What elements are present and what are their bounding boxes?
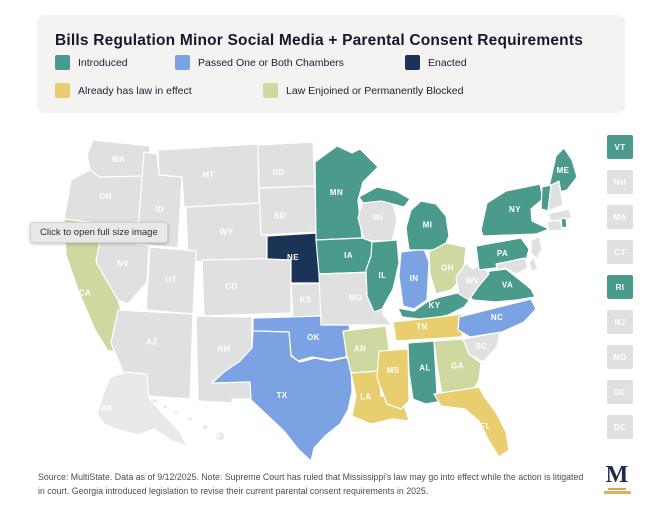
logo-pedestal-bottom — [603, 491, 631, 494]
state-box-de[interactable]: DE — [607, 380, 633, 404]
legend-chip-introduced — [55, 55, 70, 70]
hi-island-5[interactable] — [201, 423, 209, 431]
state-sd[interactable] — [258, 185, 318, 236]
state-ut[interactable] — [145, 246, 197, 315]
state-ct-map[interactable] — [546, 219, 563, 232]
multistate-logo: M — [600, 463, 634, 494]
legend-label-introduced: Introduced — [78, 56, 128, 69]
state-nh-map[interactable] — [547, 180, 564, 212]
hi-island-1[interactable] — [151, 397, 159, 405]
hi-island-3[interactable] — [173, 410, 179, 416]
state-nj-map[interactable] — [530, 235, 543, 260]
state-nc[interactable] — [457, 298, 537, 338]
legend-label-law-in-effect: Already has law in effect — [78, 84, 192, 97]
legend-item-blocked: Law Enjoined or Permanently Blocked — [263, 83, 463, 98]
state-box-ma[interactable]: MA — [607, 205, 633, 229]
header-card: Bills Regulation Minor Social Media + Pa… — [37, 15, 625, 113]
state-box-ct[interactable]: CT — [607, 240, 633, 264]
state-fl[interactable] — [433, 386, 510, 458]
legend-label-passed: Passed One or Both Chambers — [198, 56, 344, 69]
page-title: Bills Regulation Minor Social Media + Pa… — [55, 32, 584, 49]
state-co[interactable] — [201, 257, 292, 317]
states-layer: WAORCANVIDMTWYUTCOAZNMNDSDNEKSOKTXMNIAMO… — [63, 139, 578, 462]
logo-letter: M — [605, 462, 629, 488]
state-mi[interactable] — [358, 186, 411, 208]
state-box-nj[interactable]: NJ — [607, 310, 633, 334]
state-mi-mitten[interactable] — [405, 200, 450, 251]
hi-island-4[interactable] — [186, 416, 194, 422]
legend-chip-enacted — [405, 55, 420, 70]
state-box-dc[interactable]: DC — [607, 415, 633, 439]
legend-item-law-in-effect: Already has law in effect — [55, 83, 192, 98]
legend-item-introduced: Introduced — [55, 55, 128, 70]
map-tooltip: Click to open full size image — [30, 222, 168, 243]
state-in[interactable] — [398, 248, 430, 310]
legend-chip-passed — [175, 55, 190, 70]
state-wv[interactable] — [455, 262, 490, 301]
state-box-nh[interactable]: NH — [607, 170, 633, 194]
state-box-vt[interactable]: VT — [607, 135, 633, 159]
state-md-map[interactable] — [495, 257, 529, 275]
legend-chip-blocked — [263, 83, 278, 98]
state-ny[interactable] — [480, 183, 550, 237]
legend-item-passed: Passed One or Both Chambers — [175, 55, 344, 70]
state-de-map[interactable] — [528, 256, 539, 273]
state-box-md[interactable]: MD — [607, 345, 633, 369]
hi-island-2[interactable] — [161, 404, 169, 410]
legend-label-enacted: Enacted — [428, 56, 467, 69]
state-ri-map[interactable] — [560, 217, 568, 229]
state-nd[interactable] — [257, 141, 316, 189]
hi-island-6[interactable] — [214, 430, 226, 442]
legend-item-enacted: Enacted — [405, 55, 467, 70]
legend-chip-law-in-effect — [55, 83, 70, 98]
state-wy[interactable] — [185, 202, 268, 263]
state-box-ri[interactable]: RI — [607, 275, 633, 299]
logo-pedestal-top — [608, 488, 626, 490]
state-il[interactable] — [365, 239, 400, 313]
state-ak[interactable] — [96, 371, 188, 447]
legend-label-blocked: Law Enjoined or Permanently Blocked — [286, 84, 464, 97]
state-tx[interactable] — [211, 330, 353, 462]
state-or[interactable] — [63, 169, 148, 225]
footer-note: Source: MultiState. Data as of 9/12/2025… — [38, 472, 584, 496]
small-state-boxes: VT NH MA CT RI NJ MD DE DC — [607, 135, 633, 450]
